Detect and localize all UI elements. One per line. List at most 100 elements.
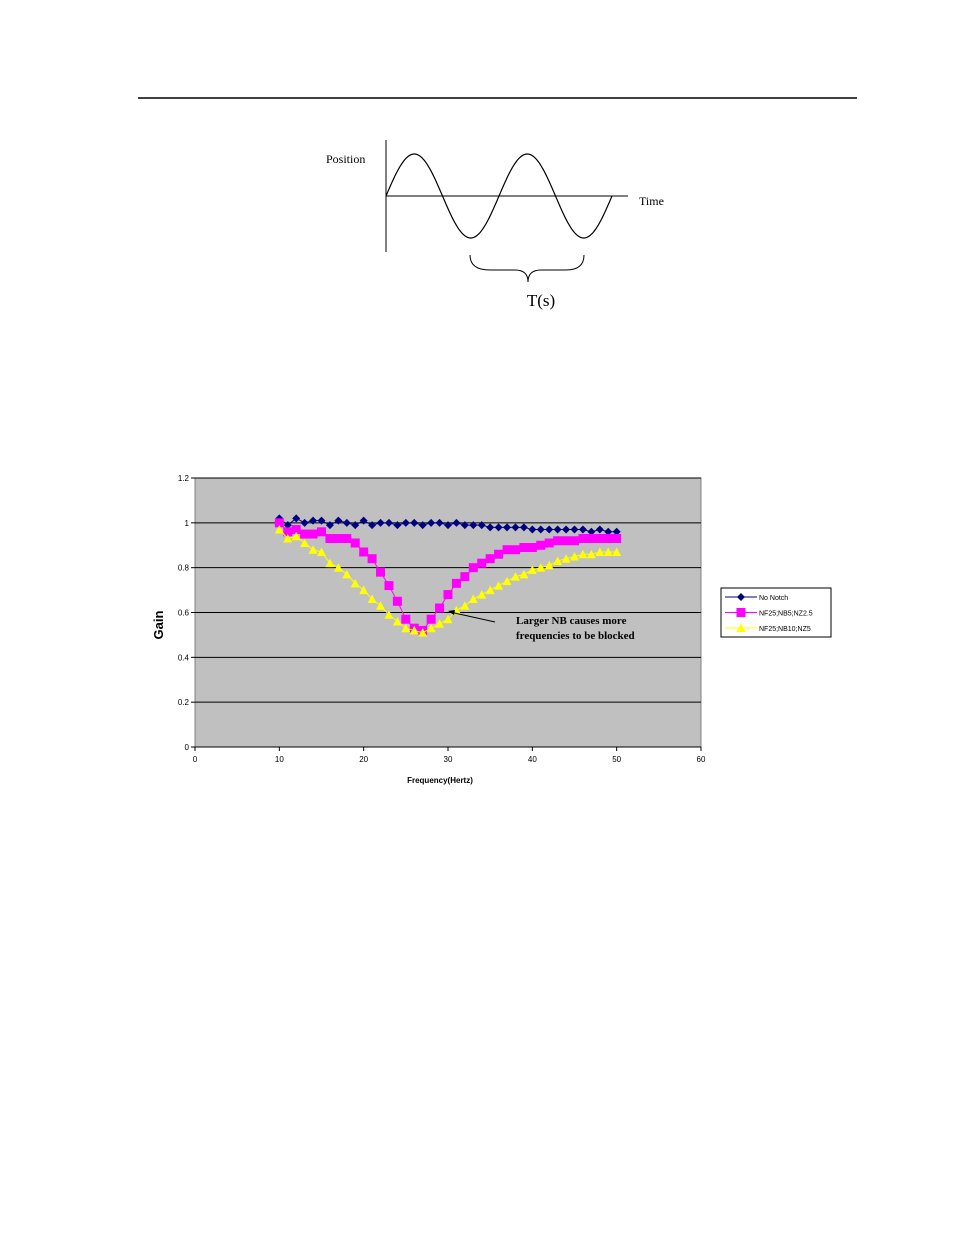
marker	[477, 558, 487, 568]
annotation-line: Larger NB causes more	[516, 615, 627, 627]
marker	[308, 529, 318, 539]
marker	[351, 521, 360, 530]
marker	[536, 563, 546, 572]
marker	[300, 529, 310, 539]
marker	[603, 534, 613, 544]
marker	[410, 518, 419, 527]
marker	[736, 608, 746, 617]
marker	[283, 527, 293, 537]
marker	[291, 531, 301, 541]
y-tick-label: 0	[185, 743, 190, 752]
y-tick-label: 0.8	[178, 564, 190, 573]
diagram-y-label: Position	[326, 152, 365, 166]
marker	[426, 614, 436, 624]
marker	[291, 525, 301, 535]
marker	[300, 538, 310, 548]
x-tick-label: 20	[359, 755, 368, 764]
marker	[612, 527, 621, 536]
marker	[604, 527, 613, 536]
marker	[736, 623, 746, 632]
marker	[477, 590, 487, 599]
marker	[503, 523, 512, 532]
marker	[578, 534, 588, 544]
marker	[469, 521, 478, 530]
marker	[392, 596, 402, 606]
y-tick-label: 1	[185, 519, 190, 528]
marker	[401, 623, 411, 633]
x-tick-label: 60	[697, 755, 706, 764]
period-brace	[469, 254, 585, 283]
marker	[595, 547, 605, 556]
x-tick-label: 40	[528, 755, 537, 764]
y-tick-label: 1.2	[178, 474, 190, 483]
x-axis-title: Frequency(Hertz)	[407, 776, 473, 785]
marker	[468, 594, 478, 604]
marker	[562, 525, 571, 534]
marker	[443, 614, 453, 624]
marker	[528, 525, 537, 534]
marker	[384, 581, 394, 591]
y-tick-label: 0.4	[178, 653, 190, 662]
marker	[401, 614, 411, 624]
marker	[527, 565, 537, 574]
marker	[468, 563, 478, 573]
marker	[494, 523, 503, 532]
x-tick-label: 10	[275, 755, 284, 764]
marker	[427, 518, 436, 527]
marker	[485, 554, 495, 564]
marker	[587, 527, 596, 536]
marker	[342, 518, 351, 527]
marker	[443, 590, 453, 600]
annotation-line: frequencies to be blocked	[516, 630, 635, 642]
marker	[333, 563, 343, 572]
legend-label: NF25;NB5;NZ2.5	[759, 611, 813, 618]
marker	[510, 545, 520, 555]
marker	[359, 547, 369, 557]
marker	[283, 534, 293, 543]
marker	[578, 525, 587, 534]
y-axis-title: Gain	[151, 610, 166, 639]
marker	[368, 521, 377, 530]
marker	[460, 572, 470, 582]
marker	[292, 514, 301, 523]
marker	[334, 516, 343, 525]
marker	[603, 547, 613, 556]
marker	[570, 536, 579, 546]
marker	[359, 516, 368, 525]
marker	[342, 534, 352, 544]
marker	[392, 616, 402, 626]
marker	[545, 525, 554, 534]
marker	[494, 581, 504, 590]
marker	[511, 523, 520, 532]
marker	[317, 516, 326, 525]
marker	[536, 525, 545, 534]
marker	[561, 554, 571, 563]
marker	[309, 516, 318, 525]
marker	[444, 521, 452, 530]
marker	[333, 534, 343, 544]
marker	[561, 536, 571, 546]
marker	[325, 534, 335, 544]
marker	[367, 554, 377, 564]
marker	[570, 525, 579, 534]
marker	[393, 521, 402, 530]
marker	[737, 593, 745, 601]
sine-diagram: Position Time T(s)	[326, 140, 664, 310]
marker	[570, 551, 579, 561]
marker	[460, 601, 470, 610]
marker	[586, 549, 596, 559]
x-tick-label: 30	[444, 755, 453, 764]
marker	[274, 525, 284, 534]
marker	[325, 521, 334, 530]
legend-label: NF25;NB10;NZ5	[759, 626, 811, 633]
marker	[350, 538, 360, 548]
marker	[409, 625, 419, 635]
marker	[384, 610, 394, 619]
marker	[544, 560, 554, 570]
legend-label: No Notch	[759, 595, 788, 602]
marker	[477, 521, 486, 530]
marker	[300, 518, 309, 527]
marker	[367, 594, 377, 604]
marker	[519, 569, 529, 579]
